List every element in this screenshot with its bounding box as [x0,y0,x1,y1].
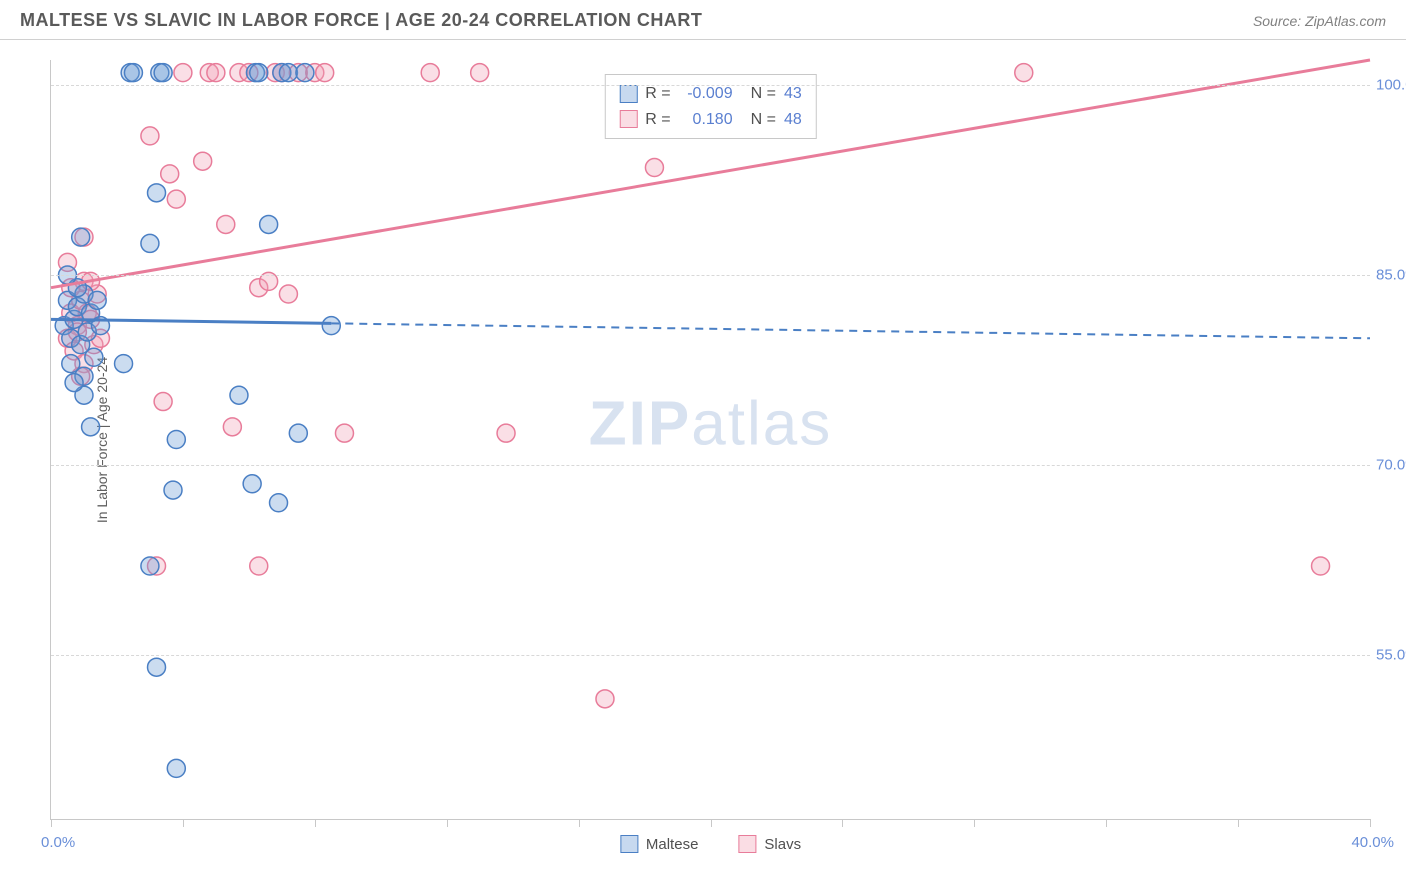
n-value-slavs: 48 [784,107,802,133]
scatter-point [230,386,248,404]
scatter-point [335,424,353,442]
scatter-point [289,424,307,442]
scatter-point [497,424,515,442]
scatter-point [161,165,179,183]
scatter-point [141,234,159,252]
legend-swatch-icon [738,835,756,853]
scatter-point [115,355,133,373]
scatter-point [148,184,166,202]
x-axis-max-label: 40.0% [1351,834,1394,851]
y-tick-label: 100.0% [1376,77,1406,94]
scatter-point [596,690,614,708]
scatter-point [243,475,261,493]
chart-source: Source: ZipAtlas.com [1253,13,1386,29]
scatter-point [167,431,185,449]
y-tick-label: 55.0% [1376,646,1406,663]
legend-label-maltese: Maltese [646,836,699,853]
scatter-point [645,159,663,177]
scatter-point [154,64,172,82]
scatter-point [279,285,297,303]
legend-item-maltese: Maltese [620,835,699,853]
scatter-point [1015,64,1033,82]
scatter-point [250,557,268,575]
scatter-point [322,317,340,335]
chart-header: MALTESE VS SLAVIC IN LABOR FORCE | AGE 2… [0,0,1406,40]
x-axis-min-label: 0.0% [41,834,75,851]
correlation-legend: R = -0.009 N = 43 R = 0.180 N = 48 [604,74,816,139]
scatter-point [154,393,172,411]
scatter-point [167,759,185,777]
scatter-point [88,291,106,309]
legend-swatch-icon [620,835,638,853]
scatter-point [164,481,182,499]
legend-row-slavs: R = 0.180 N = 48 [619,107,801,133]
scatter-point [316,64,334,82]
scatter-point [296,64,314,82]
scatter-point [65,374,83,392]
scatter-point [141,127,159,145]
scatter-point [148,658,166,676]
scatter-point [124,64,142,82]
trend-line-dashed [331,323,1370,338]
y-tick-label: 70.0% [1376,456,1406,473]
legend-label-slavs: Slavs [764,836,801,853]
scatter-point [250,64,268,82]
scatter-point [72,228,90,246]
scatter-point [270,494,288,512]
scatter-point [471,64,489,82]
scatter-point [82,418,100,436]
y-tick-label: 85.0% [1376,267,1406,284]
scatter-point [1312,557,1330,575]
scatter-point [217,215,235,233]
chart-title: MALTESE VS SLAVIC IN LABOR FORCE | AGE 2… [20,10,702,31]
scatter-point [279,64,297,82]
scatter-point [421,64,439,82]
r-value-slavs: 0.180 [679,107,733,133]
series-legend: Maltese Slavs [620,835,801,853]
scatter-point [174,64,192,82]
scatter-point [85,348,103,366]
scatter-point [167,190,185,208]
legend-item-slavs: Slavs [738,835,801,853]
plot-svg [51,60,1370,819]
scatter-point [207,64,225,82]
chart-container: In Labor Force | Age 20-24 ZIPatlas R = … [0,40,1406,880]
scatter-point [223,418,241,436]
plot-area: In Labor Force | Age 20-24 ZIPatlas R = … [50,60,1370,820]
scatter-point [141,557,159,575]
scatter-point [260,215,278,233]
legend-swatch-slavs [619,110,637,128]
scatter-point [194,152,212,170]
legend-swatch-maltese [619,85,637,103]
